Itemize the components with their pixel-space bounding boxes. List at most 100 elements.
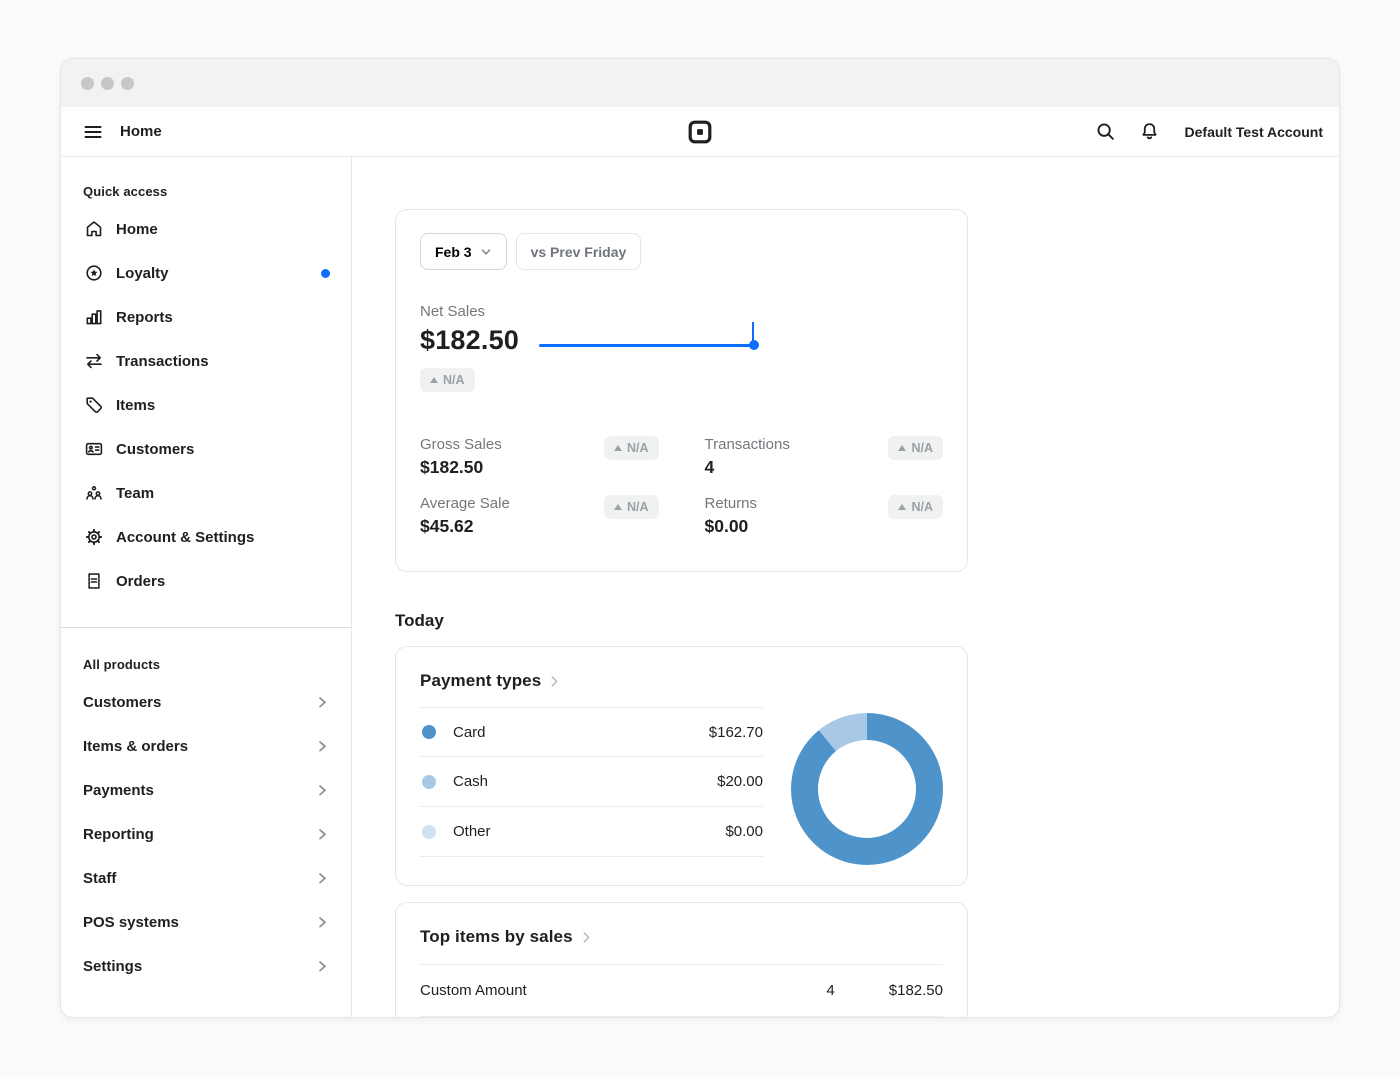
sidebar-item-payments[interactable]: Payments: [61, 768, 351, 812]
badge-label: N/A: [911, 500, 933, 514]
top-item-row[interactable]: Custom Amount 4 $182.50: [420, 965, 943, 1017]
sidebar-item-label: Team: [116, 484, 155, 502]
square-logo-icon[interactable]: [688, 120, 712, 144]
orders-icon: [83, 571, 104, 592]
net-sales-sparkline[interactable]: [539, 322, 759, 354]
sparkline-line: [539, 344, 753, 347]
transactions-icon: [83, 351, 104, 372]
chevron-right-icon: [314, 826, 330, 842]
search-icon[interactable]: [1095, 121, 1116, 142]
item-value: $182.50: [888, 982, 943, 999]
up-arrow-icon: [613, 445, 622, 451]
stat-gross-sales: Gross Sales $182.50 N/A: [420, 436, 659, 478]
payment-types-list: Card $162.70 Cash $20.00 Other $0.00: [420, 707, 763, 857]
chevron-right-icon: [583, 932, 590, 943]
all-products-label: All products: [83, 657, 161, 672]
chevron-right-icon: [314, 958, 330, 974]
sidebar-item-label: Home: [116, 220, 158, 238]
stat-value: $182.50: [420, 457, 484, 477]
items-icon: [83, 395, 104, 416]
payment-value: $162.70: [708, 723, 763, 741]
sparkline-dot: [749, 340, 759, 350]
payment-label: Cash: [453, 773, 489, 790]
stat-value: 4: [704, 457, 715, 477]
sidebar-item-label: Reports: [116, 308, 173, 326]
sidebar-item-account-settings[interactable]: Account & Settings: [61, 515, 351, 559]
date-selector-button[interactable]: Feb 3: [420, 233, 507, 270]
badge-label: N/A: [626, 441, 649, 455]
stat-change-badge: N/A: [603, 495, 659, 519]
stat-change-badge: N/A: [888, 436, 943, 460]
sidebar-item-transactions[interactable]: Transactions: [61, 339, 351, 383]
customers-icon: [83, 439, 104, 460]
sidebar-item-reports[interactable]: Reports: [61, 295, 351, 339]
sidebar-item-items[interactable]: Items: [61, 383, 351, 427]
stat-label: Returns: [704, 495, 758, 512]
sidebar-item-label: Items & orders: [83, 737, 189, 755]
sidebar-item-team[interactable]: Team: [61, 471, 351, 515]
notification-dot: [321, 268, 330, 278]
sidebar-item-customers-product[interactable]: Customers: [61, 680, 351, 724]
payment-types-link[interactable]: Payment types: [420, 671, 561, 691]
sidebar-item-label: POS systems: [83, 913, 179, 931]
sidebar-item-customers[interactable]: Customers: [61, 427, 351, 471]
today-heading: Today: [395, 611, 444, 630]
account-name[interactable]: Default Test Account: [1184, 123, 1323, 140]
payment-row-card[interactable]: Card $162.70: [420, 707, 763, 757]
payment-row-other[interactable]: Other $0.00: [420, 807, 763, 857]
sidebar-item-reporting[interactable]: Reporting: [61, 812, 351, 856]
stat-value: $0.00: [704, 516, 749, 536]
top-items-card: Top items by sales Custom Amount 4 $182.…: [395, 902, 968, 1017]
payment-value: $0.00: [725, 823, 763, 840]
hamburger-menu-icon[interactable]: [83, 122, 103, 142]
other-legend-dot: [422, 824, 436, 839]
sidebar-item-label: Account & Settings: [116, 528, 255, 546]
chevron-right-icon: [314, 738, 330, 754]
item-name: Custom Amount: [420, 982, 527, 999]
sidebar-item-staff[interactable]: Staff: [61, 856, 351, 900]
window-close-button[interactable]: [81, 76, 94, 90]
payment-label: Other: [453, 823, 491, 840]
chevron-right-icon: [314, 694, 330, 710]
net-sales-change-badge: N/A: [420, 368, 475, 392]
net-sales-value: $182.50: [420, 325, 519, 355]
app-window: Home Default Test Account: [60, 58, 1340, 1018]
stats-grid: Gross Sales $182.50 N/A Transactions 4: [420, 436, 943, 537]
up-arrow-icon: [898, 504, 907, 510]
stat-label: Transactions: [704, 436, 790, 453]
sidebar-item-orders[interactable]: Orders: [61, 559, 351, 603]
sidebar-item-label: Staff: [83, 869, 117, 887]
sidebar-item-label: Reporting: [83, 825, 154, 843]
sidebar-item-home[interactable]: Home: [61, 207, 351, 251]
stat-label: Average Sale: [420, 495, 510, 512]
sidebar-item-loyalty[interactable]: Loyalty: [61, 251, 351, 295]
badge-label: N/A: [443, 373, 465, 387]
stat-change-badge: N/A: [603, 436, 659, 460]
sidebar-item-pos-systems[interactable]: POS systems: [61, 900, 351, 944]
up-arrow-icon: [430, 377, 438, 383]
stat-average-sale: Average Sale $45.62 N/A: [420, 495, 659, 537]
divider: [420, 964, 943, 965]
top-items-link[interactable]: Top items by sales: [420, 927, 593, 947]
comparison-button[interactable]: vs Prev Friday: [515, 233, 642, 270]
badge-label: N/A: [911, 441, 933, 455]
window-zoom-button[interactable]: [121, 76, 134, 90]
home-icon: [83, 219, 104, 240]
sidebar-item-items-orders[interactable]: Items & orders: [61, 724, 351, 768]
comparison-label: vs Prev Friday: [530, 243, 627, 260]
badge-label: N/A: [626, 500, 649, 514]
payment-row-cash[interactable]: Cash $20.00: [420, 757, 763, 807]
sales-overview-card: Feb 3 vs Prev Friday Net Sales $182.50: [395, 209, 968, 572]
window-minimize-button[interactable]: [101, 76, 114, 90]
gear-icon: [83, 527, 104, 548]
sidebar-item-label: Settings: [83, 957, 143, 975]
sidebar-item-settings[interactable]: Settings: [61, 944, 351, 988]
stat-change-badge: N/A: [888, 495, 943, 519]
window-titlebar: [61, 59, 1339, 107]
sidebar-item-label: Orders: [116, 572, 166, 590]
stat-returns: Returns $0.00 N/A: [704, 495, 943, 537]
net-sales-label: Net Sales: [420, 303, 486, 320]
card-title: Payment types: [420, 671, 542, 690]
notifications-bell-icon[interactable]: [1139, 121, 1160, 142]
payment-value: $20.00: [717, 773, 763, 790]
